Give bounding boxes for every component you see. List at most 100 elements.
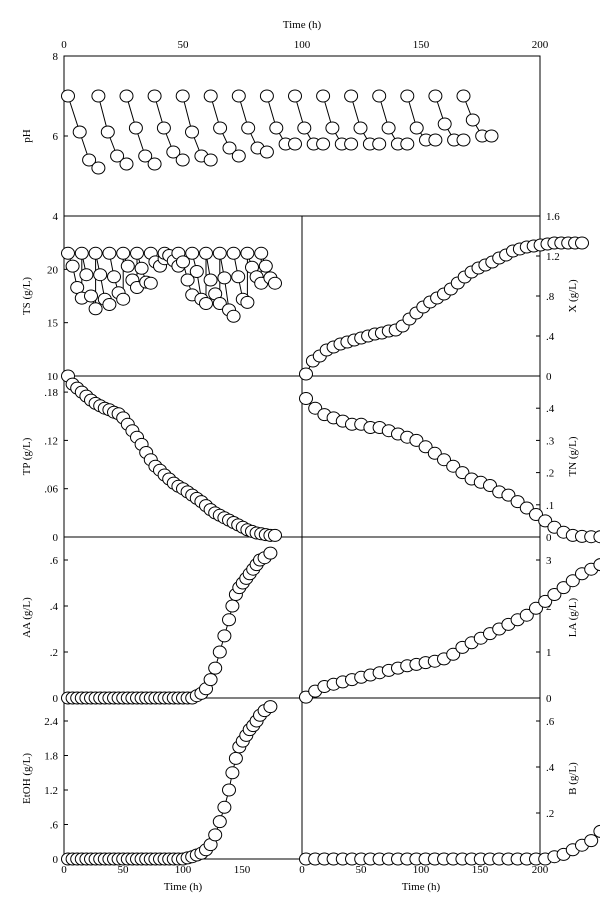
- bottom-tick-left-150: 150: [234, 864, 251, 876]
- panel-ph-point-52: [428, 89, 443, 103]
- panel-ts-point-11: [102, 298, 117, 311]
- panel-ph-point-31: [288, 137, 302, 151]
- panel-tn-ytick-label-4: .4: [546, 403, 555, 415]
- top-tick-150: 150: [413, 39, 430, 51]
- panel-ts-point-59: [268, 276, 282, 290]
- panel-b-point-31: [584, 834, 599, 848]
- top-axis-ticks: 0 50 100 150 200: [61, 39, 549, 51]
- panel-ph-point-22: [222, 141, 237, 155]
- panel-ph-point-57: [465, 113, 480, 127]
- panel-ph-point-53: [437, 117, 452, 131]
- panel-tn-ytick-label-3: .3: [546, 435, 555, 447]
- panel-aa-point-34: [217, 629, 232, 643]
- panel-ph-point-24: [231, 89, 246, 103]
- panel-ph-point-28: [259, 89, 274, 103]
- panel-la-point-26: [538, 594, 553, 608]
- panel-ph-ytick-label-2: 8: [53, 51, 59, 63]
- panel-ph-point-20: [203, 89, 218, 103]
- panel-etoh-point-32: [208, 828, 223, 842]
- panel-ph-point-5: [100, 125, 115, 139]
- panel-ph-point-7: [119, 157, 134, 171]
- panel-ts-point-23: [143, 276, 158, 290]
- panel-ph-point-45: [381, 121, 396, 135]
- panel-ts-point-34: [180, 273, 195, 287]
- panel-b-ytick-label-1: .2: [546, 808, 554, 820]
- panel-ts: 10 15 20 TS (g/L): [21, 246, 282, 383]
- panel-ph-point-2: [82, 153, 97, 167]
- panel-ph-point-21: [213, 121, 228, 135]
- bottom-axis-label-right: Time (h): [402, 881, 441, 893]
- panel-ph-point-25: [241, 121, 256, 135]
- panel-ts-point-57: [258, 259, 273, 273]
- bottom-tick-right-0: 0: [299, 864, 305, 876]
- panel-ph-point-11: [147, 157, 162, 171]
- panel-la-ytick-label-0: 0: [546, 693, 552, 705]
- bottom-tick-right-150: 150: [472, 864, 489, 876]
- panel-etoh-ylabel: EtOH (g/L): [21, 753, 33, 804]
- panel-ph-point-16: [175, 89, 190, 103]
- panel-la-point-28: [556, 581, 571, 595]
- panel-x-ytick-label-3: 1.2: [546, 251, 560, 263]
- panel-ph-point-14: [166, 145, 181, 159]
- panel-etoh-point-33: [212, 815, 227, 829]
- panel-b-point-32: [593, 824, 600, 838]
- panel-ph-point-9: [128, 121, 143, 135]
- top-tick-0: 0: [61, 39, 67, 51]
- panel-ts-point-15: [116, 292, 131, 306]
- panel-la-ytick-label-1: 1: [546, 647, 552, 659]
- panel-aa-ytick-label-2: .4: [50, 601, 59, 613]
- panel-ts-point-37: [189, 265, 204, 278]
- panel-ph-point-55: [456, 133, 471, 147]
- panel-etoh-ytick-label-1: .6: [50, 820, 59, 832]
- panel-aa-ytick-label-3: .6: [50, 555, 59, 567]
- panel-ts-ytick-label-0: 10: [47, 371, 59, 383]
- panel-aa-point-33: [212, 645, 227, 659]
- panel-ts-ytick-label-2: 20: [47, 264, 59, 276]
- panel-ph-ytick-label-1: 6: [53, 131, 59, 143]
- panel-ts-point-20: [130, 246, 144, 260]
- panel-x-ytick-label-1: .4: [546, 331, 555, 343]
- panel-ph-point-15: [175, 153, 190, 167]
- panel-aa-point-36: [225, 599, 240, 613]
- panel-ts-ylabel: TS (g/L): [21, 277, 33, 316]
- panel-aa: 0 .2 .4 .6 AA (g/L): [21, 546, 278, 705]
- panel-aa-ytick-label-1: .2: [50, 647, 58, 659]
- panel-ts-point-51: [240, 295, 255, 309]
- panel-x-ylabel: X (g/L): [567, 279, 579, 313]
- panel-ph-point-44: [372, 89, 387, 103]
- panel-ts-point-44: [212, 246, 227, 260]
- panel-ts-ytick-label-1: 15: [47, 318, 59, 330]
- panel-etoh-ytick-label-2: 1.2: [44, 785, 58, 797]
- top-axis-label: Time (h): [283, 19, 322, 31]
- panel-ts-point-1: [65, 259, 80, 273]
- panel-ph-point-27: [259, 145, 274, 159]
- panel-ts-point-9: [93, 268, 108, 282]
- panel-tn-ylabel: TN (g/L): [567, 436, 579, 476]
- panel-la-ytick-label-3: 3: [546, 555, 552, 567]
- panel-ts-point-41: [203, 273, 218, 287]
- panel-ts-point-49: [231, 270, 246, 284]
- panel-aa-point-46: [263, 546, 278, 560]
- panel-tn-point-13: [418, 440, 433, 454]
- panel-ts-point-8: [88, 246, 103, 260]
- panel-ph: 4 6 8 pH: [21, 51, 499, 223]
- panel-ph-point-35: [316, 137, 331, 151]
- panel-x-point-40: [575, 236, 589, 250]
- panel-ph-point-59: [484, 129, 499, 143]
- panel-ph-point-8: [119, 89, 134, 103]
- panel-ts-point-45: [217, 271, 232, 285]
- panel-ts-point-48: [226, 246, 241, 260]
- bottom-tick-left-100: 100: [175, 864, 192, 876]
- panel-tn-point-22: [501, 488, 516, 502]
- panel-tp-ytick-label-0: 0: [53, 532, 59, 544]
- panel-aa-ylabel: AA (g/L): [21, 597, 33, 638]
- panel-ph-point-32: [288, 89, 302, 103]
- bottom-tick-left-50: 50: [118, 864, 130, 876]
- bottom-axis-label-left: Time (h): [164, 881, 203, 893]
- panel-ph-point-41: [353, 121, 368, 135]
- panel-ph-point-40: [344, 89, 359, 103]
- bottom-tick-right-100: 100: [413, 864, 430, 876]
- panel-b-ylabel: B (g/L): [567, 762, 579, 795]
- panel-etoh-point-37: [228, 751, 243, 765]
- panel-ph-point-3: [91, 161, 106, 175]
